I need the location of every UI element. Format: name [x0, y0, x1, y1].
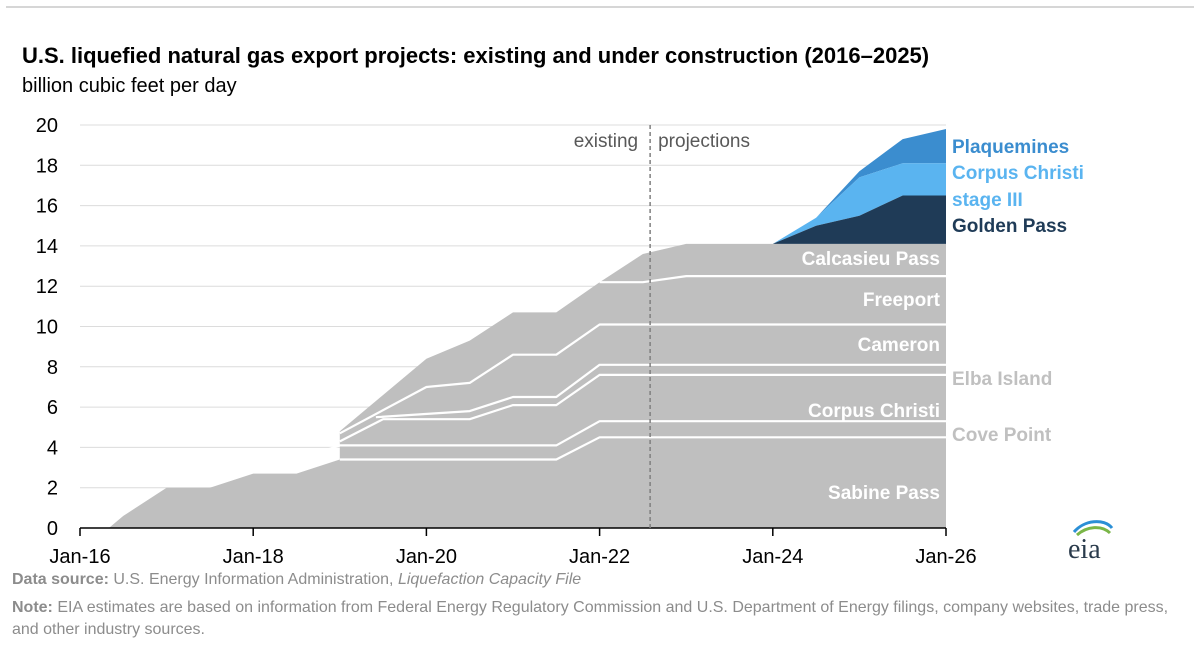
chart-title: U.S. liquefied natural gas export projec…: [22, 43, 930, 68]
label-freeport: Freeport: [863, 290, 941, 311]
boundary-sabine-pass: [339, 436, 946, 461]
y-tick-label: 6: [47, 397, 58, 419]
area-existing: [80, 243, 946, 528]
area-plaquemines: [772, 129, 946, 244]
data-source-text: U.S. Energy Information Administration,: [113, 571, 394, 588]
label-golden-pass: Golden Pass: [952, 216, 1067, 237]
eia-logo: eia: [1068, 520, 1114, 562]
divider-label-projections: projections: [658, 131, 750, 152]
y-tick-label: 14: [36, 236, 58, 258]
y-tick-label: 10: [36, 317, 58, 339]
logo-swoosh-green: [1075, 526, 1112, 537]
x-tick-label: Jan-16: [49, 546, 110, 568]
label-elba-island: Elba Island: [952, 369, 1052, 390]
boundary-freeport: [599, 275, 946, 284]
divider-label-existing: existing: [574, 131, 638, 152]
x-tick-label: Jan-22: [569, 546, 630, 568]
data-source-file: Liquefaction Capacity File: [397, 571, 582, 588]
note-label: Note:: [12, 599, 53, 616]
note: Note: EIA estimates are based on informa…: [12, 597, 1182, 641]
boundary-cove-point: [267, 420, 946, 471]
boundary-elba-island: [375, 363, 946, 419]
y-tick-label: 0: [47, 518, 58, 540]
y-tick-label: 20: [36, 115, 58, 137]
logo-swoosh-blue: [1072, 520, 1114, 534]
label-cameron: Cameron: [858, 335, 940, 356]
label-corpus-christi: Corpus Christi: [808, 401, 940, 422]
label-sabine-pass: Sabine Pass: [828, 483, 940, 504]
logo-text: eia: [1068, 534, 1101, 562]
x-tick-label: Jan-20: [396, 546, 457, 568]
data-source: Data source: U.S. Energy Information Adm…: [12, 571, 581, 589]
y-tick-label: 12: [36, 276, 58, 298]
note-text: EIA estimates are based on information f…: [12, 599, 1169, 638]
x-tick-label: Jan-26: [915, 546, 976, 568]
top-rule: [6, 6, 1194, 8]
label-calcasieu-pass: Calcasieu Pass: [802, 249, 940, 270]
chart-subtitle: billion cubic feet per day: [22, 75, 237, 97]
y-tick-label: 8: [47, 357, 58, 379]
x-tick-label: Jan-24: [742, 546, 803, 568]
label-corpus-christi-stage-iii-line1: Corpus Christi: [952, 163, 1084, 184]
boundary-cameron: [339, 323, 946, 435]
y-tick-label: 18: [36, 155, 58, 177]
data-source-label: Data source:: [12, 571, 109, 588]
area-golden-pass: [772, 195, 946, 244]
y-tick-label: 2: [47, 478, 58, 500]
area-corpus-christi-stage-iii: [772, 163, 946, 244]
label-plaquemines: Plaquemines: [952, 137, 1069, 158]
y-tick-label: 16: [36, 196, 58, 218]
label-cove-point: Cove Point: [952, 425, 1052, 446]
x-tick-label: Jan-18: [223, 546, 284, 568]
y-tick-label: 4: [47, 437, 58, 459]
boundary-corpus-christi: [339, 373, 946, 443]
label-corpus-christi-stage-iii-line2: stage III: [952, 190, 1023, 211]
